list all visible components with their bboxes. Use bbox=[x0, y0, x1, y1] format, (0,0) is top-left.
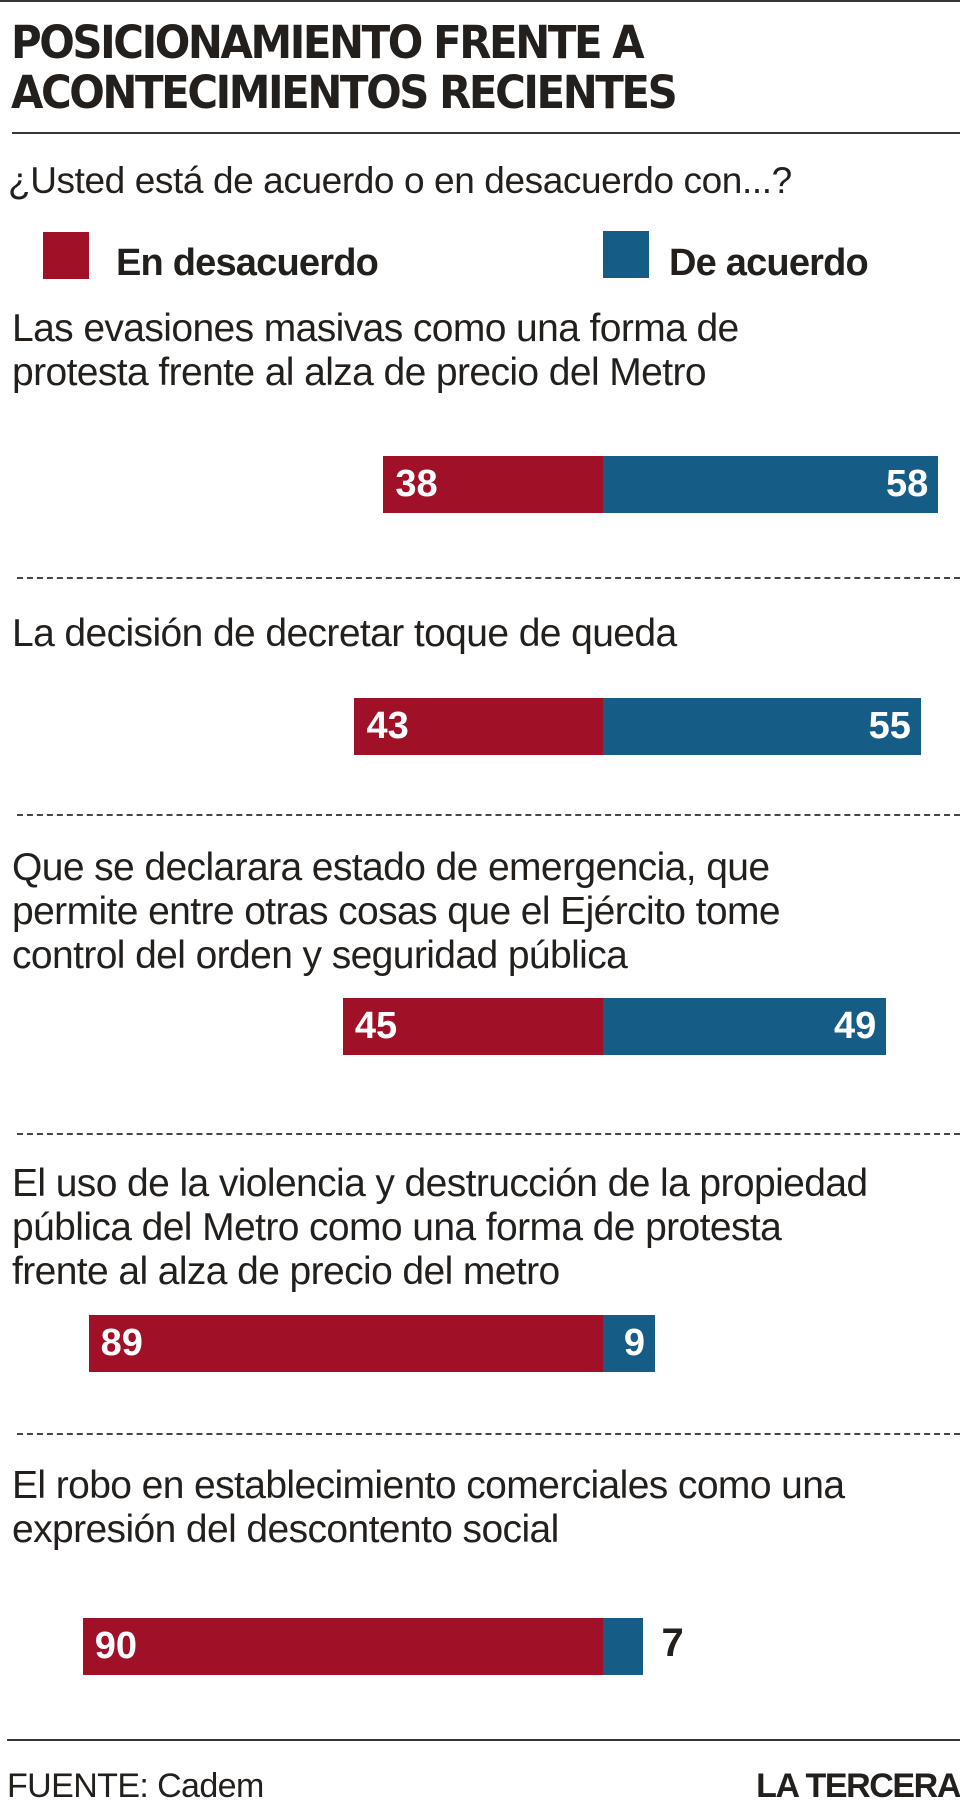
separator bbox=[17, 814, 960, 816]
separator bbox=[17, 1433, 960, 1435]
bar-value-disagree: 38 bbox=[395, 463, 438, 505]
chart-title-line-2: ACONTECIMIENTOS RECIENTES bbox=[11, 66, 678, 119]
legend-label-disagree: En desacuerdo bbox=[116, 242, 379, 284]
bar-disagree: 43 bbox=[354, 698, 603, 755]
bar-value-disagree: 90 bbox=[94, 1625, 138, 1667]
bar-value-agree: 49 bbox=[833, 1005, 877, 1047]
question-text: El robo en establecimiento comerciales c… bbox=[12, 1464, 845, 1551]
question-text: Las evasiones masivas como una forma de … bbox=[12, 307, 739, 394]
bar-value-agree: 55 bbox=[868, 705, 911, 747]
chart-title: POSICIONAMIENTO FRENTE A ACONTECIMIENTOS… bbox=[11, 16, 678, 119]
bar-value-disagree: 45 bbox=[354, 1005, 398, 1047]
footer-rule bbox=[7, 1739, 960, 1741]
bar-agree: 55 bbox=[603, 698, 921, 755]
question-text: El uso de la violencia y destrucción de … bbox=[12, 1162, 868, 1293]
legend-swatch-agree bbox=[603, 231, 649, 278]
bar-disagree: 90 bbox=[82, 1618, 603, 1675]
chart-title-line-1: POSICIONAMIENTO FRENTE A bbox=[11, 16, 645, 69]
top-rule bbox=[0, 0, 960, 2]
legend-swatch-disagree bbox=[43, 232, 89, 279]
chart-subtitle: ¿Usted está de acuerdo o en desacuerdo c… bbox=[8, 160, 792, 201]
bar-value-disagree: 43 bbox=[366, 705, 409, 747]
question-text: La decisión de decretar toque de queda bbox=[12, 612, 677, 655]
legend-label-agree: De acuerdo bbox=[669, 242, 869, 284]
bar-disagree: 45 bbox=[342, 998, 603, 1055]
bar-value-agree: 7 bbox=[661, 1621, 684, 1665]
bar-value-agree: 58 bbox=[885, 463, 929, 505]
bar-disagree: 89 bbox=[88, 1315, 603, 1372]
separator bbox=[17, 1133, 960, 1135]
bar-agree: 49 bbox=[603, 998, 887, 1055]
bar-value-disagree: 89 bbox=[100, 1322, 143, 1364]
bar-agree: 58 bbox=[603, 456, 939, 513]
question-text: Que se declarara estado de emergencia, q… bbox=[12, 846, 781, 977]
bar-disagree: 38 bbox=[383, 456, 603, 513]
separator bbox=[17, 577, 960, 579]
source-credit: FUENTE: Cadem bbox=[7, 1767, 264, 1805]
publisher-logo: LA TERCERA bbox=[756, 1767, 960, 1805]
bar-agree: 9 bbox=[603, 1315, 656, 1372]
bar-value-agree: 9 bbox=[623, 1322, 646, 1364]
title-rule bbox=[12, 132, 960, 134]
bar-agree bbox=[603, 1618, 644, 1675]
